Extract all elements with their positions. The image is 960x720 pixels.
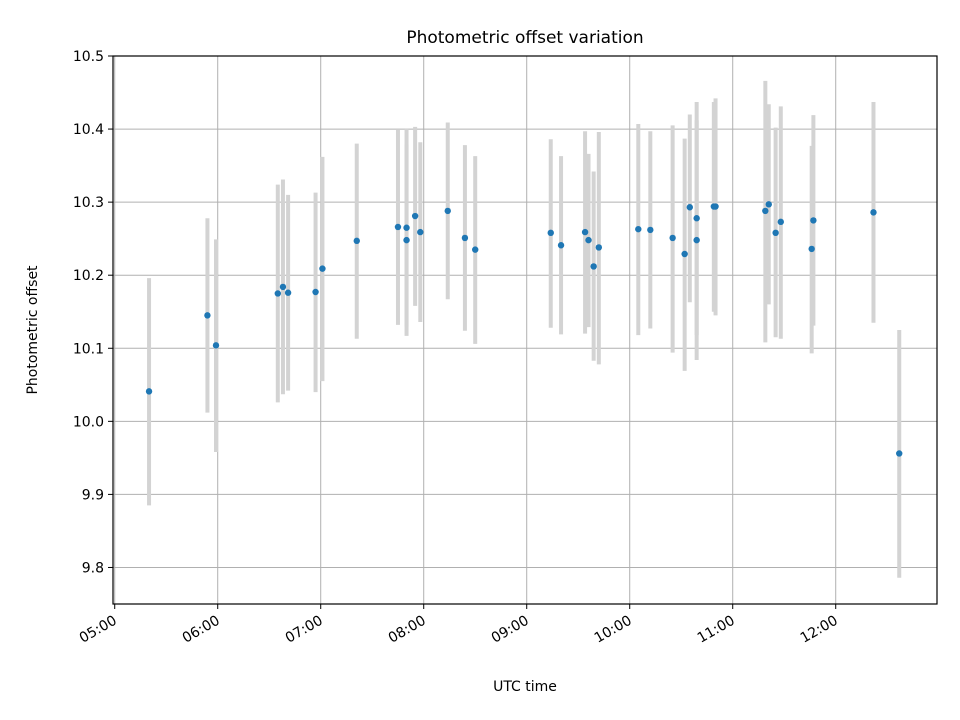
data-point bbox=[145, 388, 153, 395]
y-tick-label: 10.4 bbox=[73, 122, 104, 138]
data-point bbox=[595, 244, 603, 251]
y-tick-label: 10.5 bbox=[73, 49, 104, 65]
data-point bbox=[808, 245, 815, 253]
data-point bbox=[693, 215, 700, 222]
data-point bbox=[403, 236, 410, 244]
data-point bbox=[870, 209, 877, 216]
data-point bbox=[444, 207, 451, 215]
data-point bbox=[669, 234, 676, 242]
data-point bbox=[810, 217, 817, 224]
data-point bbox=[312, 288, 319, 296]
data-point bbox=[274, 290, 281, 297]
data-point bbox=[461, 234, 469, 242]
data-point bbox=[557, 242, 565, 249]
chart-title: Photometric offset variation bbox=[406, 28, 643, 48]
data-point bbox=[777, 218, 784, 226]
data-point bbox=[472, 246, 479, 253]
y-tick-label: 9.9 bbox=[82, 487, 104, 503]
data-point bbox=[581, 228, 589, 236]
data-point bbox=[681, 250, 688, 258]
y-axis-label: Photometric offset bbox=[25, 265, 41, 395]
grid bbox=[113, 55, 937, 604]
y-tick-label: 10.1 bbox=[73, 341, 104, 357]
data-point bbox=[212, 342, 220, 349]
data-point bbox=[394, 223, 402, 231]
data-point bbox=[353, 237, 360, 245]
data-point bbox=[403, 224, 410, 231]
x-axis-label: UTC time bbox=[493, 679, 557, 695]
data-point bbox=[411, 212, 419, 220]
data-point bbox=[284, 289, 292, 296]
data-point bbox=[686, 204, 693, 211]
data-point bbox=[547, 229, 554, 237]
data-point bbox=[279, 283, 287, 291]
data-point bbox=[635, 225, 642, 233]
data-point bbox=[647, 226, 654, 234]
data-point bbox=[712, 203, 719, 210]
data-point bbox=[204, 312, 211, 319]
y-tick-label: 10.2 bbox=[73, 268, 104, 284]
y-axis: 9.8 9.9 10.0 10.1 10.2 10.3 10.4 10.5 bbox=[73, 49, 113, 576]
data-point bbox=[762, 207, 769, 215]
data-point bbox=[896, 450, 903, 457]
data-point bbox=[585, 236, 592, 244]
plot-frame bbox=[112, 55, 938, 605]
y-tick-label: 10.0 bbox=[73, 414, 104, 430]
data-point bbox=[590, 263, 597, 270]
data-point bbox=[319, 265, 326, 272]
y-tick-label: 10.3 bbox=[73, 195, 104, 211]
data-point bbox=[693, 236, 700, 244]
data-points bbox=[145, 201, 903, 457]
y-tick-label: 9.8 bbox=[82, 560, 104, 576]
data-point bbox=[772, 229, 779, 237]
data-point bbox=[417, 228, 424, 236]
data-point bbox=[765, 201, 772, 208]
